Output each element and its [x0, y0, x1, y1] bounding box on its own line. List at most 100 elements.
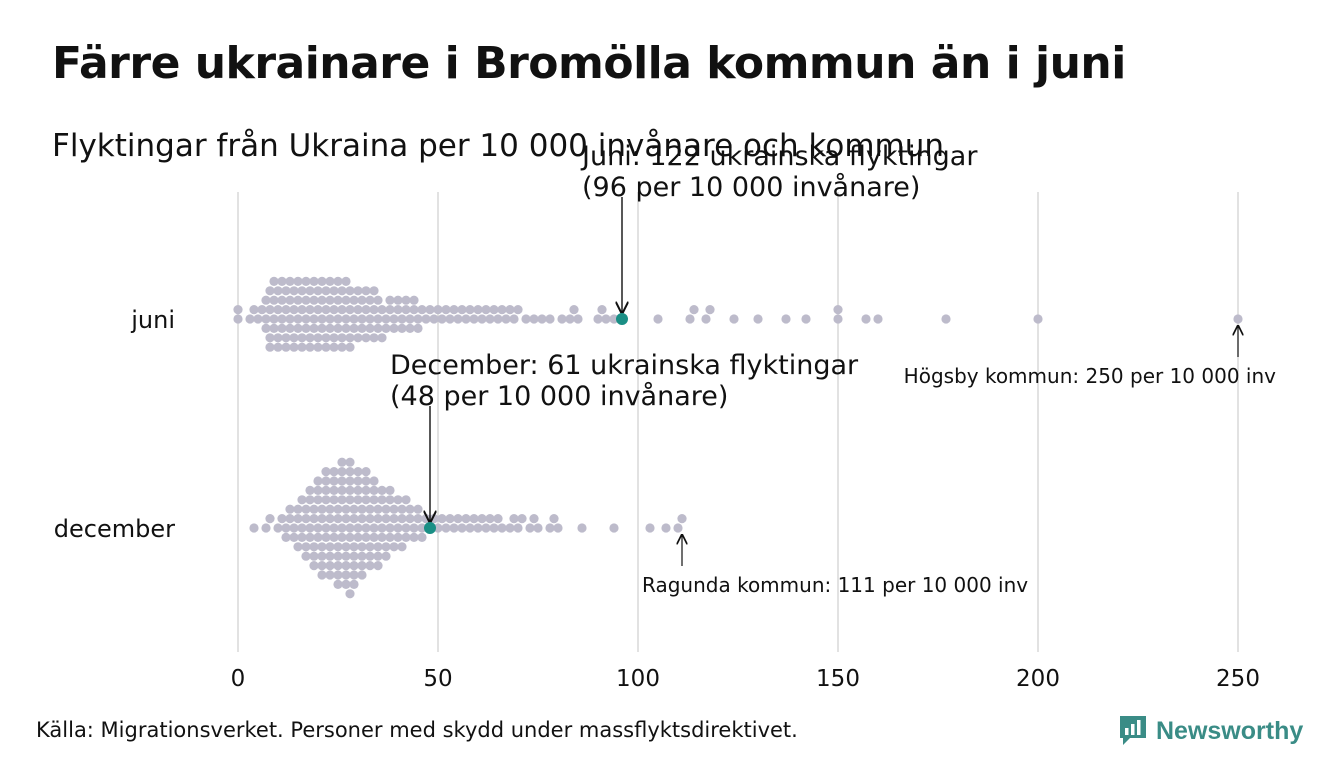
data-point [429, 314, 439, 324]
data-point [365, 542, 375, 552]
data-point [281, 342, 291, 352]
data-point [389, 542, 399, 552]
data-point [329, 523, 339, 533]
data-point [453, 314, 463, 324]
category-labels: juni december [54, 306, 175, 543]
data-point [261, 323, 271, 333]
data-point [345, 333, 355, 343]
data-point [597, 305, 607, 315]
data-point [369, 495, 379, 505]
data-point [341, 323, 351, 333]
data-point [509, 514, 519, 524]
data-point [341, 561, 351, 571]
data-point [381, 504, 391, 514]
data-point [469, 314, 479, 324]
data-point [277, 514, 287, 524]
data-point [353, 305, 363, 315]
data-point [405, 314, 415, 324]
data-point [601, 314, 611, 324]
data-point [285, 514, 295, 524]
data-point [301, 323, 311, 333]
data-point [437, 514, 447, 524]
data-point [317, 295, 327, 305]
data-point [381, 542, 391, 552]
chart-subtitle: Flyktingar från Ukraina per 10 000 invån… [52, 128, 945, 164]
data-point [833, 314, 843, 324]
data-point [389, 323, 399, 333]
data-point [273, 305, 283, 315]
data-point [261, 295, 271, 305]
data-point [473, 523, 483, 533]
data-point [273, 286, 283, 296]
data-point [305, 485, 315, 495]
data-point [317, 551, 327, 561]
data-point [377, 523, 387, 533]
data-point [381, 551, 391, 561]
data-point [397, 514, 407, 524]
data-point [305, 342, 315, 352]
data-point [421, 514, 431, 524]
data-point [553, 523, 563, 533]
highlight-label: (48 per 10 000 invånare) [390, 381, 728, 412]
data-point [305, 286, 315, 296]
data-point [509, 314, 519, 324]
data-point [445, 514, 455, 524]
data-point [333, 314, 343, 324]
data-point [373, 314, 383, 324]
data-point [801, 314, 811, 324]
data-point [305, 495, 315, 505]
data-point [405, 323, 415, 333]
data-point [513, 523, 523, 533]
data-point [417, 532, 427, 543]
data-point [297, 495, 307, 505]
data-point [345, 485, 355, 495]
data-point [477, 314, 487, 324]
category-label: december [54, 515, 175, 543]
data-point [365, 561, 375, 571]
data-point [417, 523, 427, 533]
data-point [329, 467, 339, 477]
data-point [357, 514, 367, 524]
data-point [465, 305, 475, 315]
data-point [349, 542, 359, 552]
data-point [357, 323, 367, 333]
data-point [345, 532, 355, 543]
data-point [353, 523, 363, 533]
data-point [349, 314, 359, 324]
data-point [325, 514, 335, 524]
data-point [337, 333, 347, 343]
chart-title: Färre ukrainare i Bromölla kommun än i j… [52, 38, 1126, 89]
data-point [533, 523, 543, 533]
data-point [365, 323, 375, 333]
data-point [685, 314, 695, 324]
data-point [577, 523, 587, 533]
data-point [873, 314, 883, 324]
data-point [309, 561, 319, 571]
data-point [269, 295, 279, 305]
data-point [593, 314, 603, 324]
data-point [401, 295, 411, 305]
data-point [357, 295, 367, 305]
data-point [337, 457, 347, 467]
data-point [325, 504, 335, 514]
data-point [781, 314, 791, 324]
data-point [373, 551, 383, 561]
data-point [397, 323, 407, 333]
data-point [673, 523, 683, 533]
data-point [289, 532, 299, 543]
data-point [333, 551, 343, 561]
data-point [377, 485, 387, 495]
data-point [517, 514, 527, 524]
data-point [361, 467, 371, 477]
data-point [437, 314, 447, 324]
data-point [245, 314, 255, 324]
data-point [333, 579, 343, 590]
data-point [289, 523, 299, 533]
data-point [265, 333, 275, 343]
data-point [277, 295, 287, 305]
data-point [369, 305, 379, 315]
data-point [293, 542, 303, 552]
data-point [321, 305, 331, 315]
brand-name: Newsworthy [1156, 716, 1304, 745]
data-point [233, 314, 243, 324]
